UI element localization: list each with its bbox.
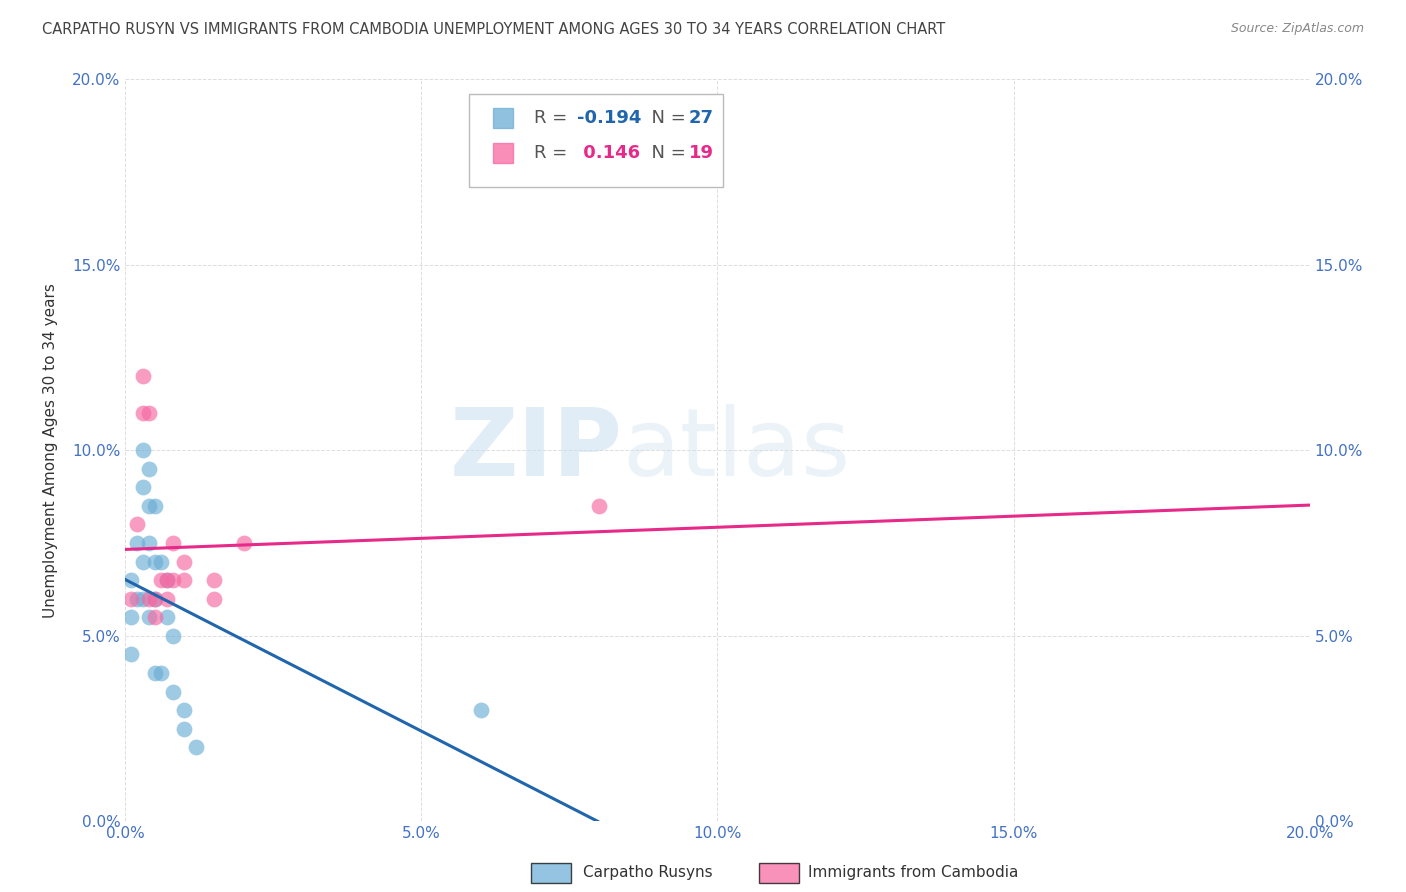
Point bbox=[173, 573, 195, 587]
Text: N =: N = bbox=[641, 110, 692, 128]
Point bbox=[186, 740, 208, 755]
Point bbox=[143, 610, 166, 624]
Text: R =: R = bbox=[534, 145, 572, 162]
Point bbox=[132, 406, 155, 420]
Text: 27: 27 bbox=[689, 110, 714, 128]
Point bbox=[132, 591, 155, 606]
Point bbox=[132, 443, 155, 458]
Point bbox=[588, 499, 610, 513]
Point bbox=[143, 665, 166, 680]
Point bbox=[156, 591, 179, 606]
Point bbox=[127, 591, 149, 606]
Point bbox=[138, 591, 160, 606]
Point bbox=[173, 703, 195, 717]
Text: Immigrants from Cambodia: Immigrants from Cambodia bbox=[808, 865, 1019, 880]
Point bbox=[156, 573, 179, 587]
Point bbox=[149, 665, 172, 680]
Point bbox=[162, 536, 184, 550]
Point bbox=[143, 555, 166, 569]
Point bbox=[232, 536, 254, 550]
Point bbox=[173, 555, 195, 569]
Point bbox=[149, 573, 172, 587]
Text: N =: N = bbox=[641, 145, 692, 162]
Point bbox=[149, 555, 172, 569]
Point bbox=[132, 480, 155, 494]
Point bbox=[132, 555, 155, 569]
Text: ZIP: ZIP bbox=[450, 404, 623, 496]
Text: R =: R = bbox=[534, 110, 572, 128]
Point bbox=[132, 368, 155, 383]
Point bbox=[143, 499, 166, 513]
Point bbox=[162, 629, 184, 643]
Text: 0.146: 0.146 bbox=[576, 145, 640, 162]
Point bbox=[127, 517, 149, 532]
Point bbox=[138, 536, 160, 550]
FancyBboxPatch shape bbox=[468, 94, 723, 186]
Point bbox=[120, 591, 142, 606]
Point bbox=[470, 703, 492, 717]
Point bbox=[120, 648, 142, 662]
Point bbox=[138, 610, 160, 624]
Point bbox=[138, 499, 160, 513]
Text: -0.194: -0.194 bbox=[576, 110, 641, 128]
Point bbox=[162, 684, 184, 698]
Point bbox=[143, 591, 166, 606]
Text: Carpatho Rusyns: Carpatho Rusyns bbox=[583, 865, 713, 880]
Y-axis label: Unemployment Among Ages 30 to 34 years: Unemployment Among Ages 30 to 34 years bbox=[44, 283, 58, 617]
Text: 19: 19 bbox=[689, 145, 714, 162]
Text: Source: ZipAtlas.com: Source: ZipAtlas.com bbox=[1230, 22, 1364, 36]
Point bbox=[156, 573, 179, 587]
Point bbox=[138, 462, 160, 476]
Point bbox=[143, 591, 166, 606]
Text: CARPATHO RUSYN VS IMMIGRANTS FROM CAMBODIA UNEMPLOYMENT AMONG AGES 30 TO 34 YEAR: CARPATHO RUSYN VS IMMIGRANTS FROM CAMBOD… bbox=[42, 22, 945, 37]
Point bbox=[127, 536, 149, 550]
Point bbox=[120, 573, 142, 587]
Text: atlas: atlas bbox=[623, 404, 851, 496]
Point bbox=[162, 573, 184, 587]
Point bbox=[138, 406, 160, 420]
Point bbox=[202, 591, 225, 606]
Point bbox=[120, 610, 142, 624]
Point bbox=[173, 722, 195, 736]
Point bbox=[202, 573, 225, 587]
Point bbox=[156, 610, 179, 624]
